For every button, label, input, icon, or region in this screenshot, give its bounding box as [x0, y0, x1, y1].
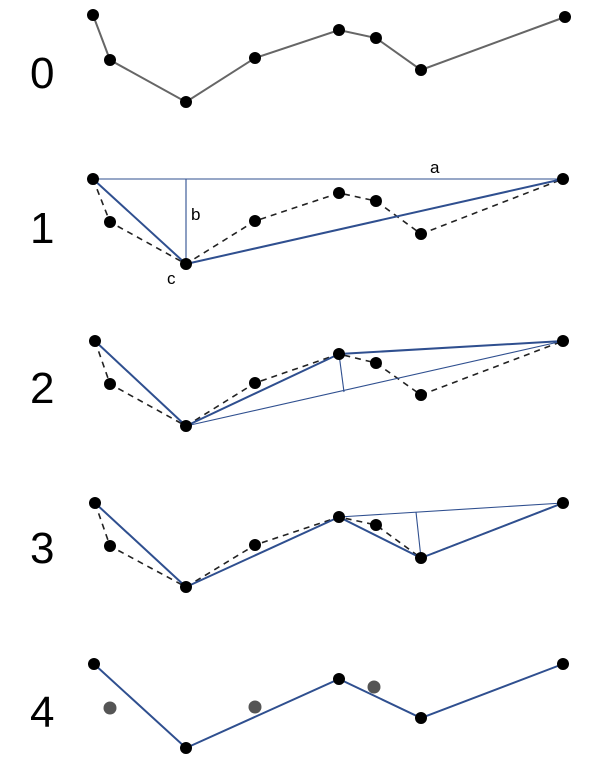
vertex: [415, 228, 427, 240]
baseline: [338, 502, 564, 518]
vertex: [89, 335, 101, 347]
vertex: [370, 195, 382, 207]
vertex: [87, 9, 99, 21]
vertex: [180, 742, 192, 754]
kept-vertices: [88, 658, 569, 754]
step-label-2: 2: [30, 364, 54, 413]
simplified-segment: [185, 353, 340, 427]
original-polyline: [92, 14, 566, 104]
vertex: [370, 357, 382, 369]
discarded-vertices: [103, 680, 381, 715]
vertex: [557, 497, 569, 509]
vertices: [87, 173, 569, 270]
distance-line: [415, 511, 422, 559]
original-polyline-dashed: [94, 340, 564, 427]
vertex: [333, 511, 345, 523]
original-polyline-dashed: [92, 178, 564, 265]
vertices: [87, 9, 571, 108]
vertex: [87, 173, 99, 185]
label-c: c: [167, 269, 176, 288]
label-b: b: [191, 205, 200, 224]
vertex: [249, 377, 261, 389]
vertex: [104, 540, 116, 552]
step-label-0: 0: [30, 49, 54, 98]
step-label-3: 3: [30, 524, 54, 573]
step-label-1: 1: [30, 204, 54, 253]
discarded-vertex: [248, 700, 262, 714]
simplified-segment: [185, 516, 340, 588]
vertex: [333, 24, 345, 36]
vertex: [180, 258, 192, 270]
vertex: [89, 497, 101, 509]
step-0: 0: [30, 9, 571, 108]
vertex: [249, 215, 261, 227]
vertex: [249, 539, 261, 551]
simplified-segment: [94, 340, 187, 427]
step-2: 2: [30, 335, 569, 432]
vertex: [415, 712, 427, 724]
vertex: [333, 187, 345, 199]
step-1: 1 a b c: [30, 158, 569, 288]
step-label-4: 4: [30, 688, 54, 737]
vertices: [89, 335, 569, 432]
simplified-segment: [338, 340, 564, 355]
vertex: [559, 11, 571, 23]
vertex: [88, 658, 100, 670]
vertex: [415, 64, 427, 76]
vertex: [557, 335, 569, 347]
vertex: [557, 658, 569, 670]
vertex: [104, 54, 116, 66]
vertex: [333, 348, 345, 360]
simplified-polyline: [93, 663, 564, 750]
simplified-segment: [338, 516, 422, 559]
distance-line: [338, 353, 345, 393]
vertex: [104, 378, 116, 390]
baseline: [185, 340, 564, 427]
vertex: [180, 96, 192, 108]
step-4: 4: [30, 658, 569, 754]
original-polyline-dashed: [94, 502, 564, 588]
discarded-vertex: [367, 680, 381, 694]
vertex: [370, 519, 382, 531]
label-a: a: [430, 158, 440, 177]
discarded-vertex: [103, 701, 117, 715]
vertex: [104, 216, 116, 228]
step-3: 3: [30, 497, 569, 593]
vertex: [370, 32, 382, 44]
vertex: [180, 420, 192, 432]
simplified-segment: [420, 502, 564, 559]
vertex: [415, 389, 427, 401]
vertex: [180, 581, 192, 593]
simplified-segment: [185, 178, 564, 265]
vertex: [415, 552, 427, 564]
vertex: [249, 52, 261, 64]
vertex: [557, 173, 569, 185]
simplified-segment: [92, 178, 187, 265]
simplified-segment: [94, 502, 187, 588]
vertex: [333, 673, 345, 685]
vertices: [89, 497, 569, 593]
